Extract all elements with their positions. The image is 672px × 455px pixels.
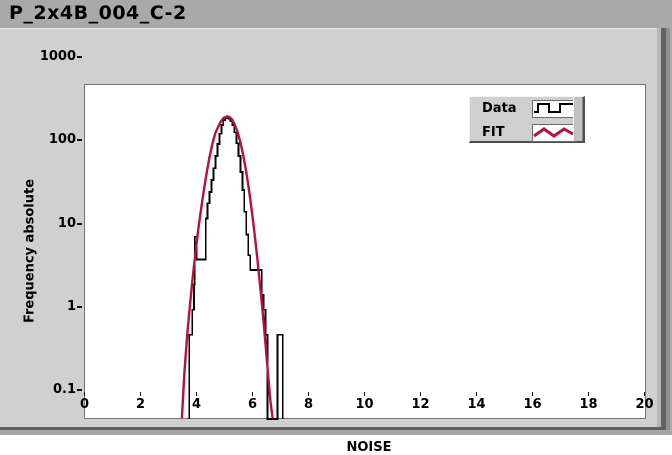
- x-tick-label: 16: [523, 397, 542, 412]
- x-tick-label: 18: [579, 397, 598, 412]
- x-tick-label: 4: [191, 397, 202, 412]
- y-tick-label: 1000: [39, 49, 76, 64]
- x-tick-label: 14: [467, 397, 486, 412]
- y-tick-label: 1: [66, 298, 76, 314]
- x-tick-label: 12: [411, 397, 430, 412]
- x-tick: [532, 392, 533, 396]
- y-tick-label: 10: [57, 215, 76, 231]
- graph-panel: 0 2 4 6 8 10 12 14 16 18 20 1000 100 10 1 0.1 NOISE Fre…: [0, 28, 657, 455]
- y-tick: [77, 389, 82, 391]
- plot-canvas: [180, 115, 284, 420]
- x-tick: [420, 392, 421, 396]
- panel-shadow-edge: [657, 28, 661, 429]
- panel-shadow-edge: [0, 430, 672, 435]
- x-tick: [252, 392, 253, 396]
- panel-shadow-edge: [661, 28, 666, 431]
- x-tick-label: 2: [135, 397, 146, 412]
- y-tick-label: 100: [48, 132, 76, 148]
- legend-scrollbar[interactable]: [573, 97, 583, 141]
- title-strip: P_2x4B_004_C-2: [0, 0, 672, 28]
- fit-series-line: [180, 115, 274, 419]
- panel-shadow-edge: [0, 427, 666, 430]
- x-tick-label: 10: [355, 397, 374, 412]
- legend-item-label: Data: [482, 101, 517, 116]
- x-tick-label: 20: [635, 397, 654, 412]
- y-tick: [77, 56, 82, 58]
- fit-line-icon[interactable]: [532, 124, 576, 142]
- y-tick: [77, 139, 82, 142]
- x-tick: [476, 392, 477, 396]
- y-tick: [77, 222, 82, 225]
- x-tick: [644, 392, 645, 396]
- x-tick-label: 8: [303, 397, 314, 412]
- panel-shadow-edge: [666, 28, 670, 433]
- x-tick: [308, 392, 309, 396]
- x-tick: [588, 392, 589, 396]
- x-tick: [140, 392, 141, 396]
- page-title: P_2x4B_004_C-2: [9, 2, 187, 24]
- x-axis-title: NOISE: [346, 440, 392, 455]
- x-tick: [196, 392, 197, 396]
- legend-item-label: FIT: [482, 125, 505, 140]
- x-tick: [84, 392, 85, 396]
- y-axis-title: Frequency absolute: [22, 178, 38, 324]
- plot-legend: Data FIT: [469, 96, 585, 143]
- y-tick: [77, 305, 82, 308]
- y-tick-label: 0.1: [52, 382, 76, 397]
- x-tick: [364, 392, 365, 396]
- data-step-icon[interactable]: [532, 100, 576, 118]
- x-tick-label: 6: [247, 397, 258, 412]
- x-tick-label: 0: [79, 397, 90, 412]
